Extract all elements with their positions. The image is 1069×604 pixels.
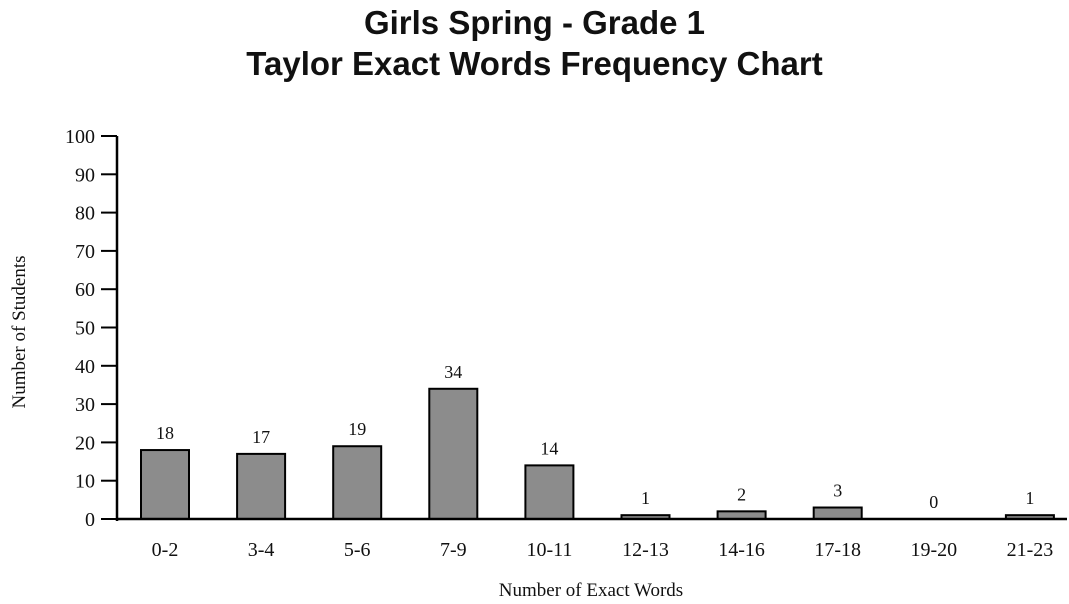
x-axis-label: Number of Exact Words: [499, 580, 683, 601]
x-tick-label: 12-13: [622, 539, 669, 561]
chart-subtitle: Taylor Exact Words Frequency Chart: [246, 45, 823, 82]
chart-title: Girls Spring - Grade 1: [363, 4, 706, 41]
y-tick-label: 0: [85, 509, 95, 531]
y-tick-label: 80: [75, 203, 95, 225]
x-tick-label: 21-23: [1007, 539, 1054, 561]
y-tick-label: 100: [65, 126, 95, 148]
bars-group: [140, 387, 1055, 521]
x-tick-label: 10-11: [526, 539, 572, 561]
bar: [332, 445, 383, 521]
x-tick-label: 17-18: [814, 539, 861, 561]
bar-value-label: 18: [156, 423, 174, 443]
y-tick-label: 90: [75, 164, 95, 186]
bar-value-label: 2: [737, 484, 746, 504]
y-axis: 0 10 20 30 40 50 60 70 80 90 100: [65, 126, 119, 531]
x-tick-label: 0-2: [152, 539, 179, 561]
x-tick-label: 7-9: [440, 539, 467, 561]
y-tick-label: 60: [75, 279, 95, 301]
bar: [524, 464, 575, 521]
bar-value-label: 14: [540, 438, 558, 458]
bar: [140, 449, 190, 520]
y-tick-label: 10: [75, 471, 95, 493]
bar: [812, 506, 863, 521]
y-tick-label: 50: [75, 318, 95, 340]
bar-value-label: 3: [833, 481, 842, 501]
y-axis-label: Number of Students: [9, 255, 30, 408]
bar-value-label: 34: [444, 362, 462, 382]
x-tick-label: 3-4: [248, 539, 275, 561]
bar-value-label: 1: [641, 488, 650, 508]
y-tick-label: 30: [75, 394, 95, 416]
bar: [428, 387, 479, 520]
bar-value-label: 17: [252, 427, 270, 447]
x-axis: 0-2 3-4 5-6 7-9 10-11 12-13 14-16 17-18 19-20 21-…: [116, 517, 1067, 561]
bar: [236, 452, 287, 521]
y-tick-label: 20: [75, 432, 95, 454]
bar-value-label: 19: [348, 419, 366, 439]
chart-title-block: Girls Spring - Grade 1 Taylor Exact Word…: [0, 2, 1069, 84]
x-tick-label: 14-16: [718, 539, 765, 561]
y-tick-label: 70: [75, 241, 95, 263]
bar-value-label: 1: [1025, 488, 1034, 508]
y-tick-label: 40: [75, 356, 95, 378]
value-labels-group: 18 17 19 34 14 1 2 3 0 1: [156, 362, 1034, 512]
x-tick-label: 19-20: [910, 539, 957, 561]
x-tick-label: 5-6: [344, 539, 371, 561]
bar-value-label: 0: [929, 492, 938, 512]
